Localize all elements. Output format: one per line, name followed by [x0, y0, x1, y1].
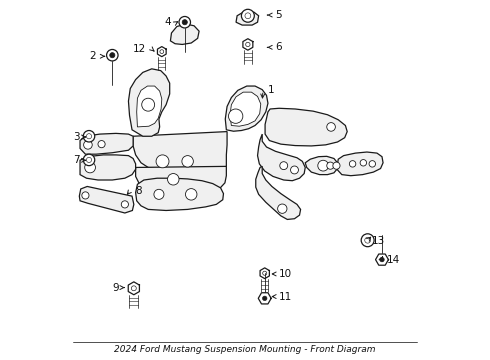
Text: 13: 13: [372, 236, 386, 246]
Circle shape: [154, 189, 164, 199]
Polygon shape: [136, 178, 223, 211]
Polygon shape: [256, 166, 300, 220]
Polygon shape: [137, 86, 162, 127]
Text: 6: 6: [275, 42, 282, 52]
Circle shape: [380, 257, 384, 262]
Polygon shape: [128, 282, 140, 295]
Circle shape: [318, 160, 329, 171]
Text: 2024 Ford Mustang Suspension Mounting - Front Diagram: 2024 Ford Mustang Suspension Mounting - …: [114, 345, 376, 354]
Polygon shape: [128, 69, 170, 136]
Circle shape: [122, 201, 128, 208]
Polygon shape: [375, 254, 389, 265]
Circle shape: [98, 140, 105, 148]
Text: 5: 5: [275, 10, 282, 20]
Circle shape: [182, 20, 187, 25]
Circle shape: [186, 189, 197, 200]
Polygon shape: [80, 134, 133, 154]
Polygon shape: [305, 156, 338, 175]
Circle shape: [110, 53, 115, 58]
Circle shape: [349, 161, 356, 167]
Text: 10: 10: [279, 269, 292, 279]
Circle shape: [82, 192, 89, 199]
Polygon shape: [79, 186, 134, 213]
Circle shape: [278, 204, 287, 213]
Circle shape: [168, 174, 179, 185]
Text: 4: 4: [165, 17, 172, 27]
Circle shape: [242, 9, 254, 22]
Circle shape: [327, 162, 334, 169]
Polygon shape: [265, 108, 347, 146]
Circle shape: [333, 162, 340, 169]
Polygon shape: [236, 12, 259, 25]
Circle shape: [84, 140, 92, 149]
Circle shape: [142, 98, 155, 111]
Text: 1: 1: [269, 85, 275, 95]
Polygon shape: [338, 152, 383, 176]
Text: 9: 9: [112, 283, 119, 293]
Circle shape: [83, 131, 95, 142]
Polygon shape: [171, 24, 199, 44]
Polygon shape: [133, 132, 227, 170]
Polygon shape: [258, 134, 305, 181]
Circle shape: [361, 234, 374, 247]
Text: 14: 14: [387, 255, 400, 265]
Circle shape: [291, 166, 298, 174]
Circle shape: [83, 154, 95, 166]
Circle shape: [263, 296, 267, 301]
Circle shape: [280, 162, 288, 170]
Text: 8: 8: [136, 186, 142, 196]
Circle shape: [182, 156, 194, 167]
Circle shape: [156, 155, 169, 168]
Text: 7: 7: [74, 155, 80, 165]
Circle shape: [327, 123, 335, 131]
Circle shape: [85, 162, 96, 173]
Circle shape: [179, 17, 191, 28]
Polygon shape: [136, 166, 226, 193]
Text: 3: 3: [74, 132, 80, 142]
Polygon shape: [230, 92, 261, 126]
Polygon shape: [260, 268, 270, 279]
Polygon shape: [225, 86, 268, 131]
Circle shape: [107, 49, 118, 61]
Text: 11: 11: [279, 292, 293, 302]
Circle shape: [228, 109, 243, 123]
Polygon shape: [258, 293, 271, 304]
Circle shape: [360, 159, 367, 166]
Polygon shape: [157, 46, 166, 57]
Circle shape: [369, 161, 375, 167]
Polygon shape: [80, 155, 136, 180]
Polygon shape: [243, 39, 253, 50]
Text: 2: 2: [90, 51, 96, 61]
Text: 12: 12: [133, 44, 147, 54]
